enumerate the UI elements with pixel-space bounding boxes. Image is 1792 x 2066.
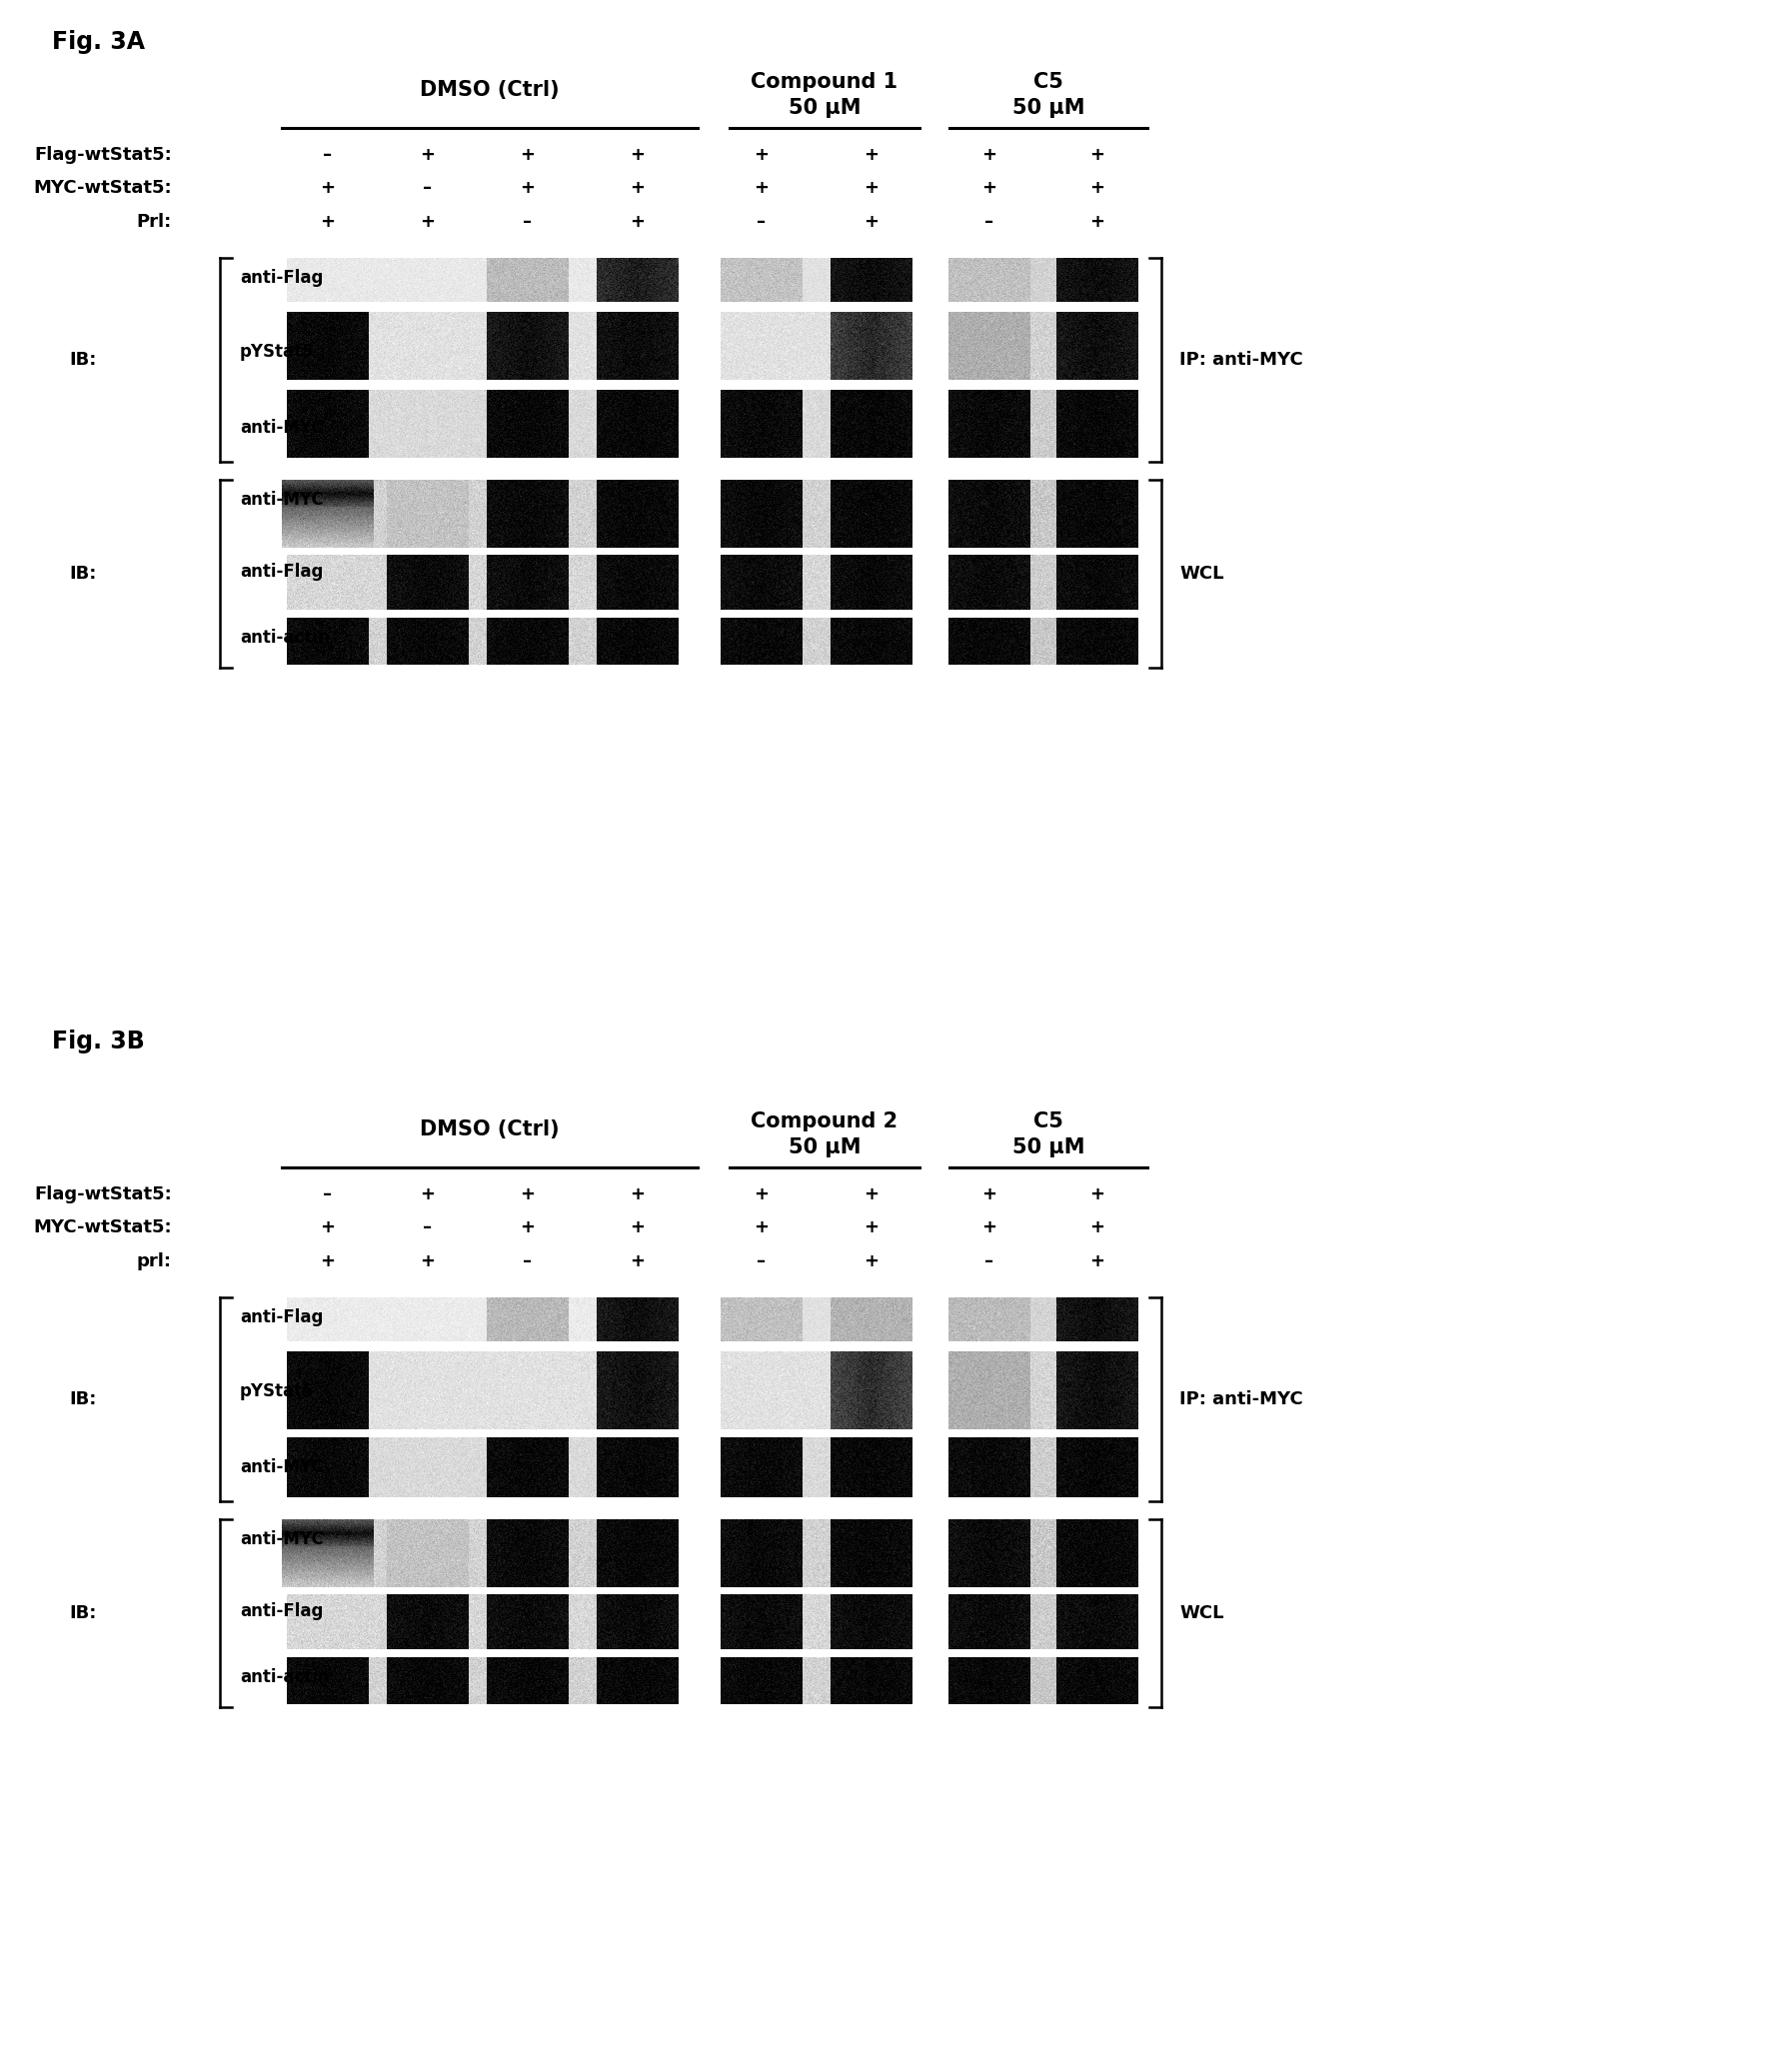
Text: prl:: prl:	[136, 1252, 172, 1271]
Text: –: –	[323, 1186, 332, 1202]
Text: IB:: IB:	[70, 1390, 97, 1409]
Text: +: +	[982, 147, 996, 163]
Text: +: +	[631, 213, 645, 231]
Text: MYC-wtStat5:: MYC-wtStat5:	[34, 180, 172, 196]
Text: +: +	[1090, 213, 1106, 231]
Text: anti-MYC: anti-MYC	[240, 419, 323, 436]
Text: MYC-wtStat5:: MYC-wtStat5:	[34, 1219, 172, 1235]
Text: Compound 2: Compound 2	[751, 1112, 898, 1132]
Text: +: +	[421, 147, 435, 163]
Text: +: +	[520, 180, 536, 196]
Text: anti-Flag: anti-Flag	[240, 562, 323, 581]
Text: anti-MYC: anti-MYC	[240, 492, 323, 508]
Text: C5: C5	[1034, 72, 1063, 93]
Text: +: +	[1090, 147, 1106, 163]
Text: 50 μM: 50 μM	[1012, 97, 1084, 118]
Text: +: +	[1090, 1219, 1106, 1235]
Text: anti-actin: anti-actin	[240, 1667, 330, 1686]
Text: +: +	[520, 147, 536, 163]
Text: –: –	[323, 147, 332, 163]
Text: 50 μM: 50 μM	[788, 1138, 860, 1157]
Text: IP: anti-MYC: IP: anti-MYC	[1179, 351, 1303, 370]
Text: IB:: IB:	[70, 564, 97, 583]
Text: anti-MYC: anti-MYC	[240, 1531, 323, 1547]
Text: +: +	[321, 1252, 335, 1271]
Text: anti-MYC: anti-MYC	[240, 1459, 323, 1477]
Text: C5: C5	[1034, 1112, 1063, 1132]
Text: +: +	[631, 1252, 645, 1271]
Text: DMSO (Ctrl): DMSO (Ctrl)	[419, 81, 559, 99]
Text: –: –	[986, 1252, 995, 1271]
Text: Compound 1: Compound 1	[751, 72, 898, 93]
Text: +: +	[421, 1252, 435, 1271]
Text: –: –	[756, 1252, 767, 1271]
Text: +: +	[631, 1186, 645, 1202]
Text: +: +	[982, 1219, 996, 1235]
Text: Fig. 3B: Fig. 3B	[52, 1029, 145, 1054]
Text: +: +	[520, 1186, 536, 1202]
Text: +: +	[1090, 180, 1106, 196]
Text: +: +	[321, 180, 335, 196]
Text: +: +	[754, 1219, 769, 1235]
Text: +: +	[864, 180, 880, 196]
Text: +: +	[864, 213, 880, 231]
Text: +: +	[864, 1219, 880, 1235]
Text: +: +	[321, 213, 335, 231]
Text: –: –	[523, 213, 532, 231]
Text: anti-Flag: anti-Flag	[240, 1308, 323, 1326]
Text: +: +	[754, 180, 769, 196]
Text: IP: anti-MYC: IP: anti-MYC	[1179, 1390, 1303, 1409]
Text: DMSO (Ctrl): DMSO (Ctrl)	[419, 1120, 559, 1140]
Text: IB:: IB:	[70, 1603, 97, 1622]
Text: +: +	[864, 147, 880, 163]
Text: +: +	[754, 147, 769, 163]
Text: Prl:: Prl:	[136, 213, 172, 231]
Text: +: +	[421, 213, 435, 231]
Text: +: +	[421, 1186, 435, 1202]
Text: +: +	[982, 1186, 996, 1202]
Text: anti-Flag: anti-Flag	[240, 269, 323, 287]
Text: –: –	[523, 1252, 532, 1271]
Text: pYStat5: pYStat5	[240, 1382, 314, 1401]
Text: 50 μM: 50 μM	[1012, 1138, 1084, 1157]
Text: pYStat5: pYStat5	[240, 343, 314, 362]
Text: anti-actin: anti-actin	[240, 628, 330, 647]
Text: +: +	[520, 1219, 536, 1235]
Text: +: +	[321, 1219, 335, 1235]
Text: WCL: WCL	[1179, 1603, 1224, 1622]
Text: +: +	[1090, 1186, 1106, 1202]
Text: +: +	[631, 180, 645, 196]
Text: WCL: WCL	[1179, 564, 1224, 583]
Text: +: +	[982, 180, 996, 196]
Text: +: +	[1090, 1252, 1106, 1271]
Text: IB:: IB:	[70, 351, 97, 370]
Text: +: +	[864, 1186, 880, 1202]
Text: +: +	[864, 1252, 880, 1271]
Text: +: +	[631, 147, 645, 163]
Text: –: –	[756, 213, 767, 231]
Text: –: –	[986, 213, 995, 231]
Text: +: +	[631, 1219, 645, 1235]
Text: Flag-wtStat5:: Flag-wtStat5:	[34, 1186, 172, 1202]
Text: –: –	[423, 1219, 432, 1235]
Text: Fig. 3A: Fig. 3A	[52, 31, 145, 54]
Text: –: –	[423, 180, 432, 196]
Text: +: +	[754, 1186, 769, 1202]
Text: Flag-wtStat5:: Flag-wtStat5:	[34, 147, 172, 163]
Text: anti-Flag: anti-Flag	[240, 1603, 323, 1620]
Text: 50 μM: 50 μM	[788, 97, 860, 118]
